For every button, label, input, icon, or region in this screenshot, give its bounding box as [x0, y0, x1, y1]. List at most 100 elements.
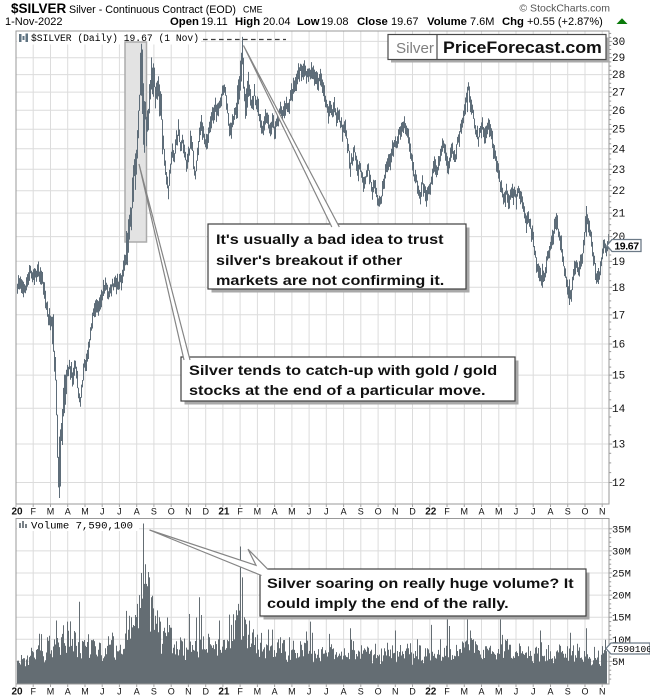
- svg-text:13: 13: [612, 440, 625, 452]
- svg-text:7.6M: 7.6M: [470, 16, 494, 28]
- svg-text:F: F: [444, 507, 450, 517]
- svg-text:N: N: [599, 687, 606, 697]
- svg-text:Silver tends to catch-up with: Silver tends to catch-up with gold / gol…: [189, 363, 497, 379]
- svg-text:M: M: [47, 687, 55, 697]
- svg-text:27: 27: [612, 88, 625, 100]
- svg-text:Chg: Chg: [502, 16, 524, 28]
- svg-text:S: S: [358, 507, 364, 517]
- svg-text:J: J: [514, 687, 519, 697]
- svg-text:M: M: [461, 687, 469, 697]
- svg-text:1-Nov-2022: 1-Nov-2022: [5, 16, 62, 28]
- svg-text:20.04: 20.04: [263, 16, 291, 28]
- svg-text:Silver soaring on really huge: Silver soaring on really huge volume? It: [267, 576, 574, 592]
- svg-text:O: O: [168, 687, 175, 697]
- svg-text:A: A: [272, 507, 278, 517]
- svg-text:20: 20: [11, 687, 23, 698]
- svg-text:O: O: [375, 507, 382, 517]
- svg-text:J: J: [324, 687, 329, 697]
- svg-text:30: 30: [612, 37, 625, 49]
- svg-text:26: 26: [612, 106, 625, 118]
- svg-text:J: J: [531, 507, 536, 517]
- svg-text:D: D: [202, 507, 209, 517]
- svg-text:S: S: [151, 687, 157, 697]
- svg-text:18: 18: [612, 283, 625, 295]
- svg-text:19.67: 19.67: [391, 16, 419, 28]
- svg-text:S: S: [565, 687, 571, 697]
- svg-text:20M: 20M: [612, 591, 631, 603]
- svg-text:M: M: [288, 507, 296, 517]
- svg-text:A: A: [547, 687, 553, 697]
- svg-text:25M: 25M: [612, 569, 631, 581]
- svg-text:19.08: 19.08: [321, 16, 349, 28]
- svg-text:N: N: [392, 507, 399, 517]
- svg-text:M: M: [288, 687, 296, 697]
- svg-text:S: S: [151, 507, 157, 517]
- svg-text:It's usually a bad idea to tru: It's usually a bad idea to trust: [216, 232, 444, 248]
- svg-text:A: A: [272, 687, 278, 697]
- svg-text:20: 20: [11, 507, 23, 518]
- svg-text:15M: 15M: [612, 613, 631, 625]
- svg-text:J: J: [117, 687, 122, 697]
- svg-text:M: M: [495, 687, 503, 697]
- svg-text:M: M: [461, 507, 469, 517]
- svg-text:19.11: 19.11: [201, 16, 228, 28]
- svg-text:M: M: [254, 507, 262, 517]
- svg-text:+0.55 (+2.87%): +0.55 (+2.87%): [527, 16, 603, 28]
- svg-text:30M: 30M: [612, 546, 631, 558]
- svg-text:stocks at the end of a particu: stocks at the end of a particular move.: [189, 383, 486, 399]
- svg-text:21: 21: [218, 687, 230, 698]
- svg-text:Low: Low: [297, 16, 320, 28]
- svg-text:$SILVER (Daily) 19.67 (1 Nov): $SILVER (Daily) 19.67 (1 Nov): [31, 33, 199, 45]
- svg-text:J: J: [100, 687, 105, 697]
- svg-text:21: 21: [218, 507, 230, 518]
- svg-text:A: A: [341, 687, 347, 697]
- svg-text:D: D: [409, 687, 416, 697]
- svg-text:Volume: Volume: [427, 16, 467, 28]
- svg-text:O: O: [581, 687, 588, 697]
- svg-text:Open: Open: [170, 16, 199, 28]
- svg-text:15: 15: [612, 371, 625, 383]
- svg-text:PriceForecast.com: PriceForecast.com: [443, 38, 602, 57]
- svg-text:25: 25: [612, 125, 625, 137]
- svg-text:CME: CME: [243, 5, 263, 15]
- svg-text:F: F: [237, 687, 243, 697]
- svg-text:© StockCharts.com: © StockCharts.com: [519, 3, 610, 15]
- svg-text:O: O: [581, 507, 588, 517]
- svg-text:silver's breakout if other: silver's breakout if other: [216, 253, 402, 269]
- svg-text:N: N: [392, 687, 399, 697]
- svg-text:35M: 35M: [612, 524, 631, 536]
- svg-text:22: 22: [612, 186, 625, 198]
- svg-text:A: A: [547, 507, 553, 517]
- svg-text:22: 22: [425, 507, 437, 518]
- svg-text:16: 16: [612, 340, 625, 352]
- svg-text:24: 24: [612, 144, 626, 156]
- svg-text:High: High: [235, 16, 260, 28]
- svg-text:J: J: [514, 507, 519, 517]
- svg-text:17: 17: [612, 310, 625, 322]
- svg-text:Close: Close: [357, 16, 388, 28]
- svg-text:21: 21: [612, 209, 626, 221]
- svg-text:Silver: Silver: [396, 40, 434, 57]
- svg-text:M: M: [254, 687, 262, 697]
- svg-text:could imply the end of the ral: could imply the end of the rally.: [267, 596, 509, 612]
- svg-text:N: N: [185, 687, 192, 697]
- svg-text:O: O: [375, 687, 382, 697]
- svg-text:J: J: [307, 687, 312, 697]
- svg-text:S: S: [565, 507, 571, 517]
- svg-text:7590100: 7590100: [612, 644, 650, 655]
- svg-text:A: A: [478, 507, 484, 517]
- svg-text:A: A: [341, 507, 347, 517]
- svg-text:M: M: [81, 507, 89, 517]
- svg-text:D: D: [409, 507, 416, 517]
- svg-text:19.67: 19.67: [614, 241, 639, 253]
- svg-text:A: A: [134, 687, 140, 697]
- svg-text:A: A: [478, 687, 484, 697]
- svg-text:23: 23: [612, 165, 625, 177]
- svg-text:22: 22: [425, 687, 437, 698]
- svg-text:J: J: [324, 507, 329, 517]
- svg-text:$SILVER: $SILVER: [11, 1, 67, 16]
- svg-text:14: 14: [612, 404, 626, 416]
- svg-text:F: F: [444, 687, 450, 697]
- svg-text:J: J: [100, 507, 105, 517]
- svg-text:Silver - Continuous Contract (: Silver - Continuous Contract (EOD): [69, 4, 236, 16]
